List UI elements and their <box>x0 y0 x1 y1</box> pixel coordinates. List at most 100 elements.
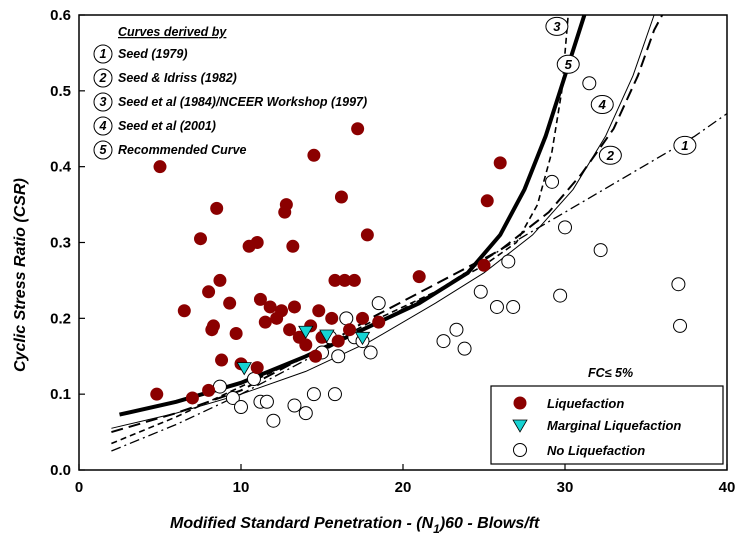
point-no-liquefaction <box>246 372 261 386</box>
point-no-liquefaction <box>259 394 274 409</box>
x-tick-label: 10 <box>233 479 250 496</box>
point-layer <box>150 76 688 428</box>
x-axis-title-main: Modified Standard Penetration - (N <box>170 515 434 532</box>
point-liquefaction <box>153 160 167 174</box>
y-tick-label: 0.5 <box>50 83 71 100</box>
legend-marker-liquefaction <box>513 396 527 410</box>
point-no-liquefaction <box>558 220 572 235</box>
point-no-liquefaction <box>298 406 313 421</box>
curves-legend-id: 2 <box>99 71 107 85</box>
curve-label-2: 2 <box>606 148 615 163</box>
point-liquefaction <box>287 300 301 314</box>
curves-legend-label: Seed et al (2001) <box>118 119 216 133</box>
point-liquefaction <box>202 383 216 397</box>
point-liquefaction <box>309 349 323 363</box>
point-no-liquefaction <box>553 288 568 303</box>
point-liquefaction <box>412 270 426 284</box>
point-liquefaction <box>279 198 293 212</box>
point-marginal-liquefaction <box>319 329 335 343</box>
point-marginal-liquefaction <box>354 331 371 346</box>
curves-legend-label: Seed (1979) <box>118 47 187 61</box>
curves-heading: Curves derived by <box>118 25 227 39</box>
curve-label-marker <box>556 54 580 74</box>
point-no-liquefaction <box>671 277 686 292</box>
curves-legend-id: 4 <box>99 119 107 133</box>
point-liquefaction <box>312 304 326 318</box>
x-tick-label: 30 <box>557 479 574 496</box>
point-no-liquefaction <box>306 387 321 402</box>
y-axis-title: Cyclic Stress Ratio (CSR) <box>12 178 29 372</box>
point-liquefaction <box>338 273 352 287</box>
point-liquefaction <box>480 194 494 208</box>
point-no-liquefaction <box>287 398 302 413</box>
point-no-liquefaction <box>457 341 472 356</box>
point-no-liquefaction <box>473 284 488 299</box>
legend-label-liquefaction: Liquefaction <box>547 396 624 411</box>
x-axis-title-tail: )60 - Blows/ft <box>438 515 540 532</box>
point-liquefaction <box>347 273 361 287</box>
x-axis-title-sub: 1 <box>433 522 440 536</box>
point-no-liquefaction <box>436 334 451 349</box>
point-liquefaction <box>213 273 227 287</box>
point-liquefaction <box>286 239 300 253</box>
point-liquefaction <box>351 122 365 136</box>
point-no-liquefaction <box>327 387 342 402</box>
curves-legend-label: Seed et al (1984)/NCEER Workshop (1997) <box>118 95 367 109</box>
y-tick-label: 0.0 <box>50 462 71 479</box>
point-marginal-liquefaction <box>236 362 252 376</box>
point-liquefaction <box>258 315 272 329</box>
curves-legend-marker <box>93 68 113 88</box>
point-no-liquefaction <box>331 349 346 364</box>
y-tick-label: 0.2 <box>50 310 71 327</box>
x-tick-label: 0 <box>75 479 83 496</box>
curves-legend-marker <box>93 140 113 160</box>
curve-label-marker <box>673 135 697 155</box>
point-liquefaction <box>253 292 267 306</box>
point-liquefaction <box>334 190 348 204</box>
point-liquefaction <box>328 273 342 287</box>
point-liquefaction <box>283 323 297 337</box>
point-liquefaction <box>206 319 220 333</box>
tick-layer: 0 10 20 30 40 0.0 0.1 0.2 0.3 0.4 0.5 0.6 <box>50 7 735 496</box>
legend-box <box>490 385 724 465</box>
point-no-liquefaction <box>489 299 504 314</box>
curves-legend: 1 Seed (1979) 2 Seed & Idriss (1982) 3 Seed e… <box>93 44 367 160</box>
point-liquefaction <box>250 236 264 249</box>
curves-legend-id: 3 <box>100 95 107 109</box>
x-axis-title: Modified Standard Penetration - (N1)60 -… <box>170 515 540 536</box>
point-no-liquefaction <box>212 379 227 394</box>
point-liquefaction <box>185 391 199 405</box>
point-liquefaction <box>299 338 313 352</box>
point-liquefaction <box>477 258 491 272</box>
curves-legend-marker <box>93 116 113 136</box>
point-no-liquefaction <box>449 322 464 337</box>
point-no-liquefaction <box>673 318 688 333</box>
point-no-liquefaction <box>545 174 560 189</box>
y-tick-label: 0.4 <box>50 159 72 176</box>
curve-layer: 1 2 3 4 5 <box>111 14 728 452</box>
point-no-liquefaction <box>266 413 281 428</box>
curves-legend-marker <box>93 44 113 64</box>
y-tick-label: 0.3 <box>50 235 71 252</box>
point-liquefaction <box>210 201 224 215</box>
curve-label-1: 1 <box>681 138 688 153</box>
x-tick-label: 20 <box>395 479 412 496</box>
curves-legend-marker <box>93 92 113 112</box>
point-liquefaction <box>263 300 277 314</box>
point-no-liquefaction <box>225 390 240 405</box>
point-liquefaction <box>331 334 345 348</box>
point-no-liquefaction <box>506 299 521 314</box>
y-tick-label: 0.1 <box>50 386 71 403</box>
legend-label-no-liquefaction: No Liquefaction <box>547 443 645 458</box>
curves-legend-id: 1 <box>100 47 107 61</box>
point-no-liquefaction <box>234 400 248 415</box>
point-liquefaction <box>307 148 321 162</box>
point-liquefaction <box>343 323 357 337</box>
x-tick-label: 40 <box>719 479 736 496</box>
curve-5 <box>119 14 587 417</box>
point-liquefaction <box>360 228 374 242</box>
point-no-liquefaction <box>339 311 354 326</box>
curve-label-5: 5 <box>565 57 573 72</box>
curve-2 <box>111 14 664 434</box>
curve-label-marker <box>598 145 622 165</box>
